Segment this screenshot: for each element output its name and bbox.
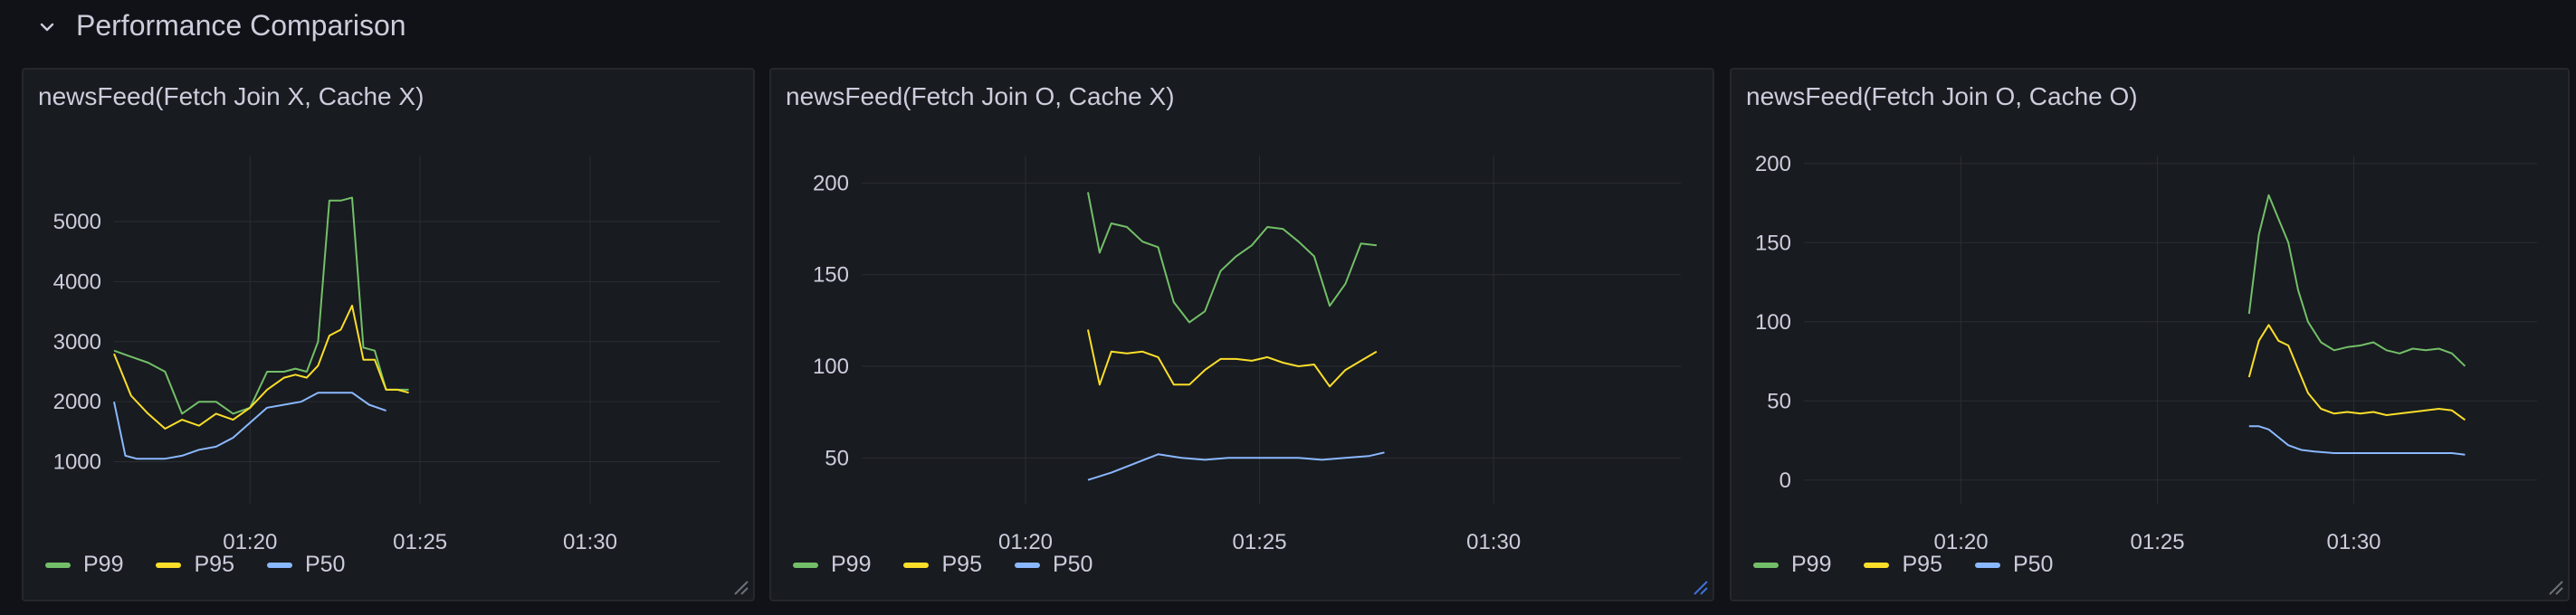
legend-item-p50[interactable]: P50: [266, 552, 346, 578]
legend-label: P95: [941, 552, 982, 577]
y-tick-label: 100: [813, 355, 849, 379]
panel-title[interactable]: newsFeed(Fetch Join O, Cache X): [786, 82, 1175, 110]
y-tick-label: 1000: [53, 450, 101, 475]
panel-title[interactable]: newsFeed(Fetch Join O, Cache O): [1746, 82, 2138, 110]
series-line-p95: [1087, 329, 1378, 388]
series-line-p99: [113, 196, 409, 415]
x-tick-label: 01:30: [563, 530, 617, 554]
legend-swatch-p50: [1974, 562, 2000, 568]
legend-swatch-p99: [793, 562, 818, 568]
x-tick-label: 01:25: [393, 530, 447, 554]
x-tick-label: 01:25: [2131, 530, 2185, 554]
legend-item-p95[interactable]: P95: [1864, 552, 1942, 578]
time-series-chart[interactable]: 0 50 100 150 200 01:20 01:25 01:30: [1732, 70, 2568, 600]
y-tick-label: 0: [1779, 468, 1791, 493]
legend-swatch-p50: [1014, 562, 1040, 568]
legend-item-p50[interactable]: P50: [1974, 552, 2054, 578]
legend-item-p99[interactable]: P99: [45, 552, 123, 578]
y-tick-label: 150: [813, 263, 849, 288]
resize-handle-icon[interactable]: [730, 576, 749, 596]
series-line-p99: [1087, 192, 1378, 324]
legend-swatch-p99: [45, 562, 71, 568]
x-tick-label: 01:20: [1934, 530, 1989, 554]
panel-newsfeed-fetch-join-x-cache-x[interactable]: newsFeed(Fetch Join X, Cache X) 1000 2000…: [22, 68, 755, 601]
y-tick-label: 200: [813, 171, 849, 195]
series-line-p95: [2247, 324, 2466, 421]
time-series-chart[interactable]: 1000 2000 3000 4000 5000 01:20 01:25 01:30: [24, 70, 753, 600]
legend-swatch-p99: [1753, 562, 1779, 568]
legend: P99 P95 P50: [45, 552, 345, 578]
legend: P99 P95 P50: [1753, 552, 2053, 578]
legend-label: P99: [1791, 552, 1832, 577]
y-tick-label: 5000: [53, 210, 101, 234]
panel-newsfeed-fetch-join-o-cache-o[interactable]: newsFeed(Fetch Join O, Cache O) 0 50 100 15…: [1730, 68, 2570, 601]
legend-item-p50[interactable]: P50: [1014, 552, 1093, 578]
legend-label: P50: [2012, 552, 2054, 577]
x-tick-label: 01:20: [998, 530, 1053, 554]
legend-label: P50: [1052, 552, 1093, 577]
resize-handle-icon[interactable]: [2544, 576, 2564, 596]
legend-label: P99: [831, 552, 872, 577]
chevron-down-icon[interactable]: [36, 16, 58, 38]
series-line-p95: [113, 304, 409, 430]
legend-swatch-p50: [266, 562, 292, 568]
series-line-p50: [1087, 451, 1385, 481]
row-title[interactable]: Performance Comparison: [76, 9, 406, 42]
legend-label: P95: [1902, 552, 1942, 577]
x-tick-label: 01:20: [223, 530, 277, 554]
y-tick-label: 50: [1767, 389, 1791, 413]
row-header: Performance Comparison: [0, 0, 2576, 52]
y-tick-label: 2000: [53, 390, 101, 414]
legend-item-p95[interactable]: P95: [156, 552, 234, 578]
x-tick-label: 01:30: [2326, 530, 2380, 554]
legend-item-p99[interactable]: P99: [793, 552, 871, 578]
y-tick-label: 100: [1755, 310, 1791, 335]
legend: P99 P95 P50: [793, 552, 1092, 578]
y-tick-label: 50: [825, 446, 849, 470]
panel-title[interactable]: newsFeed(Fetch Join X, Cache X): [38, 82, 425, 110]
legend-swatch-p95: [1864, 562, 1890, 568]
series-line-p50: [2248, 425, 2466, 456]
legend-label: P50: [304, 552, 346, 577]
y-tick-label: 200: [1755, 152, 1791, 176]
legend-swatch-p95: [903, 562, 930, 568]
legend-item-p99[interactable]: P99: [1753, 552, 1831, 578]
time-series-chart[interactable]: 50 100 150 200 01:20 01:25 01:30: [771, 70, 1713, 600]
x-tick-label: 01:30: [1466, 530, 1521, 554]
legend-swatch-p95: [156, 562, 182, 568]
x-tick-label: 01:25: [1233, 530, 1287, 554]
panel-newsfeed-fetch-join-o-cache-x[interactable]: newsFeed(Fetch Join O, Cache X) 50 100 150…: [769, 68, 1714, 601]
series-line-p99: [2247, 194, 2466, 367]
y-tick-label: 4000: [53, 270, 101, 294]
legend-label: P99: [83, 552, 124, 577]
resize-handle-icon[interactable]: [1689, 576, 1709, 596]
legend-item-p95[interactable]: P95: [903, 552, 982, 578]
y-tick-label: 150: [1755, 231, 1791, 255]
series-line-p50: [113, 392, 386, 460]
legend-label: P95: [194, 552, 234, 577]
y-tick-label: 3000: [53, 330, 101, 355]
